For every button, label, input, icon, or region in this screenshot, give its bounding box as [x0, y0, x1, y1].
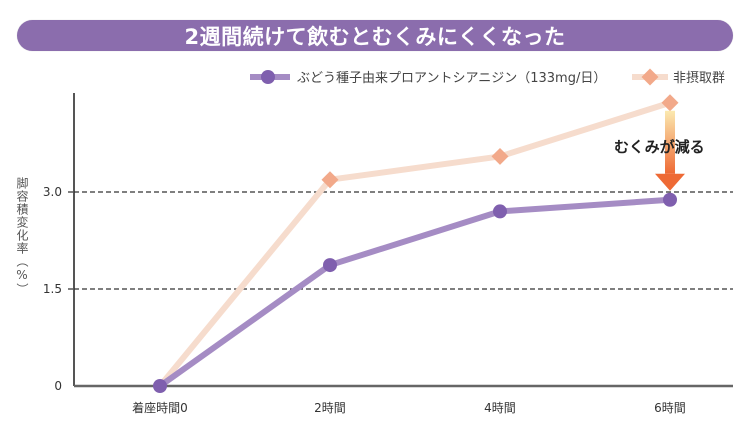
x-tick-label: 2時間 — [314, 401, 346, 415]
title-banner: 2週間続けて飲むとむくみにくくなった — [17, 20, 733, 51]
y-tick-label: 3.0 — [43, 185, 62, 199]
data-point — [493, 204, 507, 219]
data-point — [491, 147, 509, 165]
chart-title: 2週間続けて飲むとむくみにくくなった — [184, 24, 566, 49]
legend-marker-circle-icon — [261, 70, 275, 84]
arrow-down-icon — [655, 173, 685, 191]
x-ticks: 着座時間0 2時間 4時間 6時間 — [132, 400, 686, 415]
y-axis-label: 脚容積変化率（%） — [15, 177, 29, 296]
data-point — [323, 258, 337, 273]
annotation: むくみが減る — [614, 110, 705, 191]
legend-item-series-b: 非摂取群 — [632, 68, 725, 86]
arrow-shaft — [665, 110, 675, 174]
legend-label-series-b: 非摂取群 — [673, 70, 725, 86]
series-line — [157, 196, 673, 389]
y-tick-label: 0 — [54, 379, 62, 393]
x-tick-label: 4時間 — [484, 401, 516, 415]
x-tick-label: 6時間 — [654, 401, 686, 415]
y-ticks: 0 1.5 3.0 — [43, 185, 74, 393]
y-tick-label: 1.5 — [43, 282, 62, 296]
legend-marker-diamond-icon — [641, 68, 659, 86]
data-point — [661, 94, 679, 112]
annotation-text: むくみが減る — [614, 138, 705, 156]
series-a — [153, 192, 677, 393]
legend-label-series-a: ぶどう種子由来プロアントシアニジン（133mg/日） — [297, 70, 606, 86]
series-b — [157, 94, 679, 389]
gridlines — [74, 191, 733, 290]
series-group — [153, 94, 679, 393]
data-point — [153, 379, 167, 393]
data-point — [663, 192, 677, 207]
legend-item-series-a: ぶどう種子由来プロアントシアニジン（133mg/日） — [250, 70, 606, 86]
legend: ぶどう種子由来プロアントシアニジン（133mg/日） 非摂取群 — [250, 68, 725, 86]
data-point — [321, 171, 339, 189]
x-tick-label: 着座時間0 — [132, 400, 188, 415]
series-line — [157, 99, 673, 389]
